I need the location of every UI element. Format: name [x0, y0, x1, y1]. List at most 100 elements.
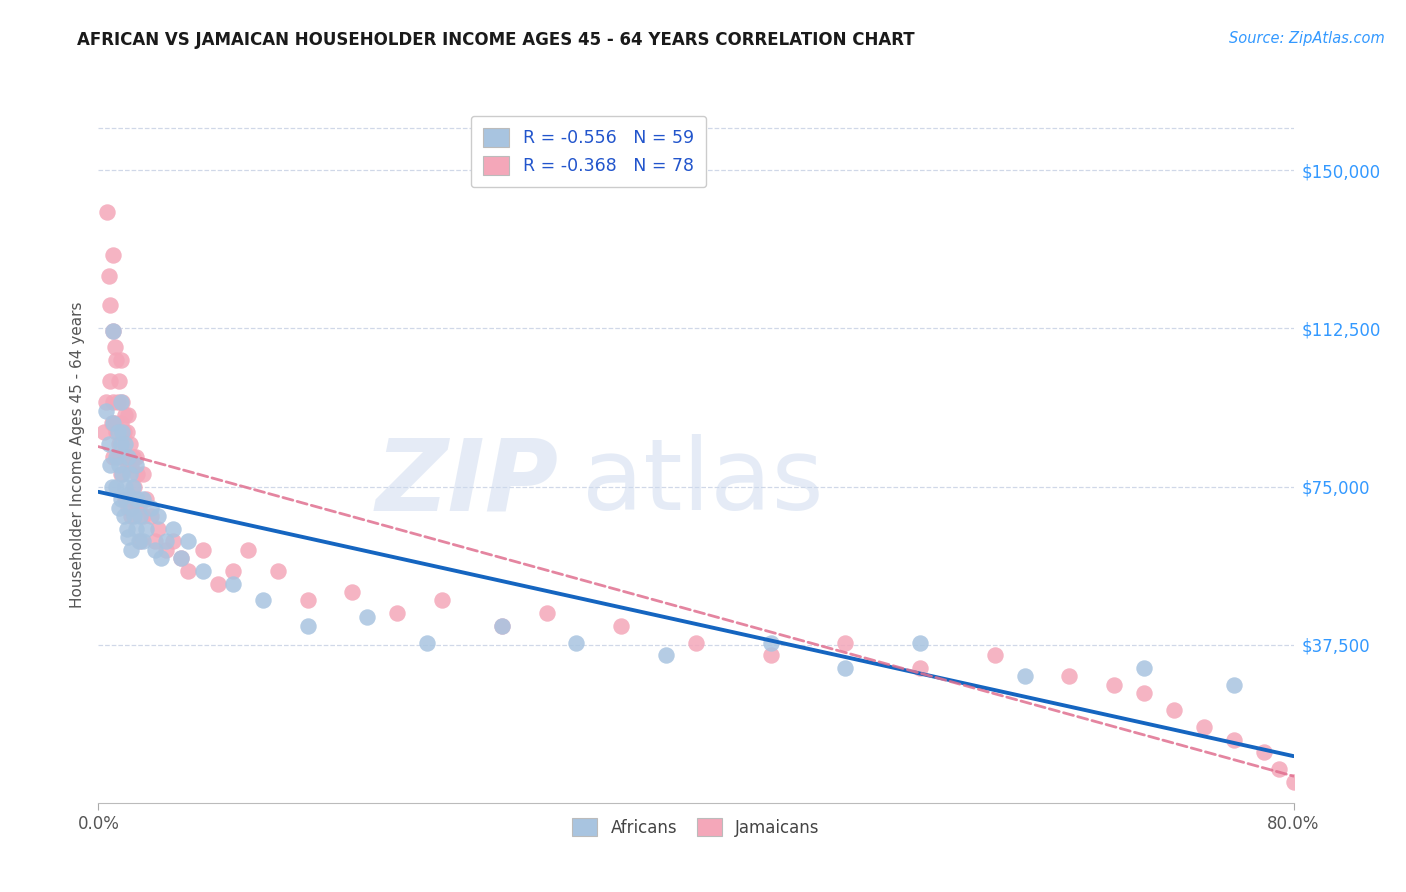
Point	[117, 458, 139, 473]
Point	[120, 500, 142, 515]
Point	[132, 509, 155, 524]
Point	[117, 488, 139, 502]
Point	[114, 479, 136, 493]
Point	[105, 479, 128, 493]
Point	[115, 425, 138, 439]
Point	[416, 635, 439, 649]
Point	[1192, 720, 1215, 734]
Point	[385, 606, 409, 620]
Point	[125, 500, 148, 515]
Point	[105, 425, 128, 439]
Point	[267, 564, 290, 578]
Point	[1104, 678, 1126, 692]
Point	[105, 353, 128, 368]
Point	[110, 395, 132, 409]
Point	[110, 492, 132, 507]
Point	[103, 247, 125, 261]
Point	[108, 500, 131, 515]
Point	[118, 437, 141, 451]
Point	[110, 353, 132, 368]
Point	[112, 509, 135, 524]
Point	[127, 492, 149, 507]
Point	[104, 417, 127, 431]
Point	[97, 268, 120, 283]
Point	[120, 542, 142, 557]
Point	[1059, 669, 1081, 683]
Point	[114, 450, 136, 464]
Point	[94, 395, 117, 409]
Point	[97, 437, 120, 451]
Point	[98, 458, 122, 473]
Point	[759, 635, 782, 649]
Point	[110, 467, 132, 481]
Point	[124, 479, 146, 493]
Point	[177, 534, 200, 549]
Point	[114, 437, 136, 451]
Point	[610, 618, 633, 632]
Point	[121, 479, 143, 493]
Point	[93, 425, 115, 439]
Text: AFRICAN VS JAMAICAN HOUSEHOLDER INCOME AGES 45 - 64 YEARS CORRELATION CHART: AFRICAN VS JAMAICAN HOUSEHOLDER INCOME A…	[77, 31, 915, 49]
Point	[120, 509, 142, 524]
Point	[129, 509, 152, 524]
Point	[759, 648, 782, 663]
Point	[162, 534, 184, 549]
Point	[1133, 686, 1156, 700]
Point	[111, 467, 134, 481]
Point	[128, 500, 150, 515]
Point	[105, 450, 128, 464]
Point	[155, 542, 177, 557]
Point	[834, 661, 856, 675]
Y-axis label: Householder Income Ages 45 - 64 years: Householder Income Ages 45 - 64 years	[69, 301, 84, 608]
Point	[117, 500, 139, 515]
Point	[103, 450, 125, 464]
Point	[297, 593, 319, 607]
Point	[111, 425, 134, 439]
Point	[110, 437, 132, 451]
Point	[135, 492, 157, 507]
Point	[121, 450, 143, 464]
Point	[191, 542, 214, 557]
Point	[236, 542, 259, 557]
Point	[162, 522, 184, 536]
Point	[155, 534, 177, 549]
Point	[1253, 745, 1275, 759]
Point	[103, 324, 125, 338]
Point	[430, 593, 453, 607]
Point	[148, 509, 170, 524]
Point	[984, 648, 1007, 663]
Point	[169, 551, 191, 566]
Point	[565, 635, 588, 649]
Point	[125, 522, 148, 536]
Point	[143, 534, 166, 549]
Point	[103, 324, 125, 338]
Point	[1223, 678, 1246, 692]
Point	[1133, 661, 1156, 675]
Point	[1282, 774, 1305, 789]
Point	[125, 450, 148, 464]
Point	[108, 458, 131, 473]
Point	[139, 500, 162, 515]
Point	[169, 551, 191, 566]
Point	[110, 417, 132, 431]
Point	[108, 437, 131, 451]
Point	[124, 509, 146, 524]
Legend: Africans, Jamaicans: Africans, Jamaicans	[565, 811, 827, 843]
Point	[107, 395, 129, 409]
Point	[120, 458, 142, 473]
Point	[114, 408, 136, 422]
Point	[685, 635, 707, 649]
Point	[117, 408, 139, 422]
Point	[191, 564, 214, 578]
Point	[129, 534, 152, 549]
Point	[356, 610, 378, 624]
Point	[1163, 703, 1185, 717]
Point	[103, 395, 125, 409]
Point	[128, 534, 150, 549]
Point	[112, 425, 135, 439]
Point	[491, 618, 513, 632]
Point	[108, 374, 131, 388]
Point	[908, 661, 931, 675]
Text: Source: ZipAtlas.com: Source: ZipAtlas.com	[1229, 31, 1385, 46]
Point	[252, 593, 274, 607]
